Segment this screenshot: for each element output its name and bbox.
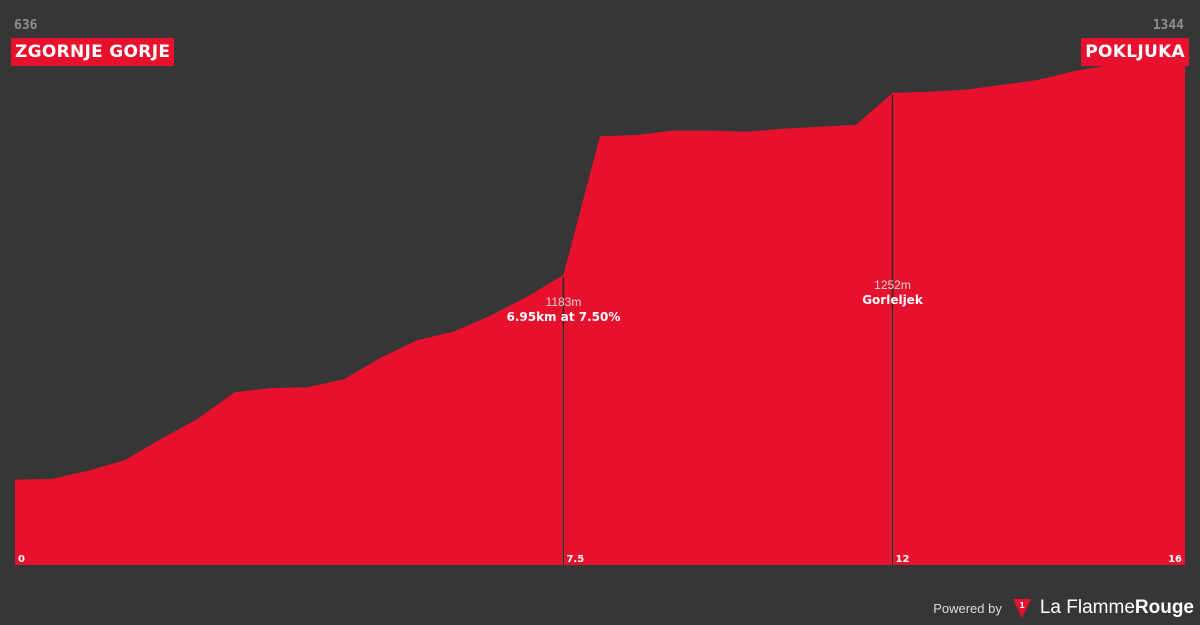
annotation-label: Gorleljek (862, 293, 924, 307)
brand-name: La FlammeRouge (1040, 597, 1194, 619)
powered-by-text: Powered by (933, 600, 1002, 616)
annotation-altitude: 1252m (874, 278, 911, 292)
annotation-label: 6.95km at 7.50% (506, 310, 620, 324)
start-altitude: 636 (14, 18, 38, 33)
brand-name-bold: Rouge (1134, 597, 1194, 618)
x-tick-label: 7.5 (566, 554, 584, 565)
x-tick-label: 16 (1168, 554, 1182, 565)
x-tick-label: 0 (18, 554, 25, 565)
x-tick-label: 12 (896, 554, 910, 565)
brand-name-light: La Flamme (1039, 597, 1135, 618)
finish-location-label: POKLJUKA (1081, 38, 1189, 66)
flamme-rouge-logo-icon: 1 (1012, 599, 1031, 618)
logo-number: 1 (1019, 601, 1025, 610)
finish-altitude: 1344 (1152, 18, 1184, 33)
start-location-label: ZGORNJE GORJE (11, 38, 175, 66)
annotation-altitude: 1183m (546, 295, 582, 309)
footer-branding: Powered by 1 La FlammeRouge (933, 597, 1194, 619)
